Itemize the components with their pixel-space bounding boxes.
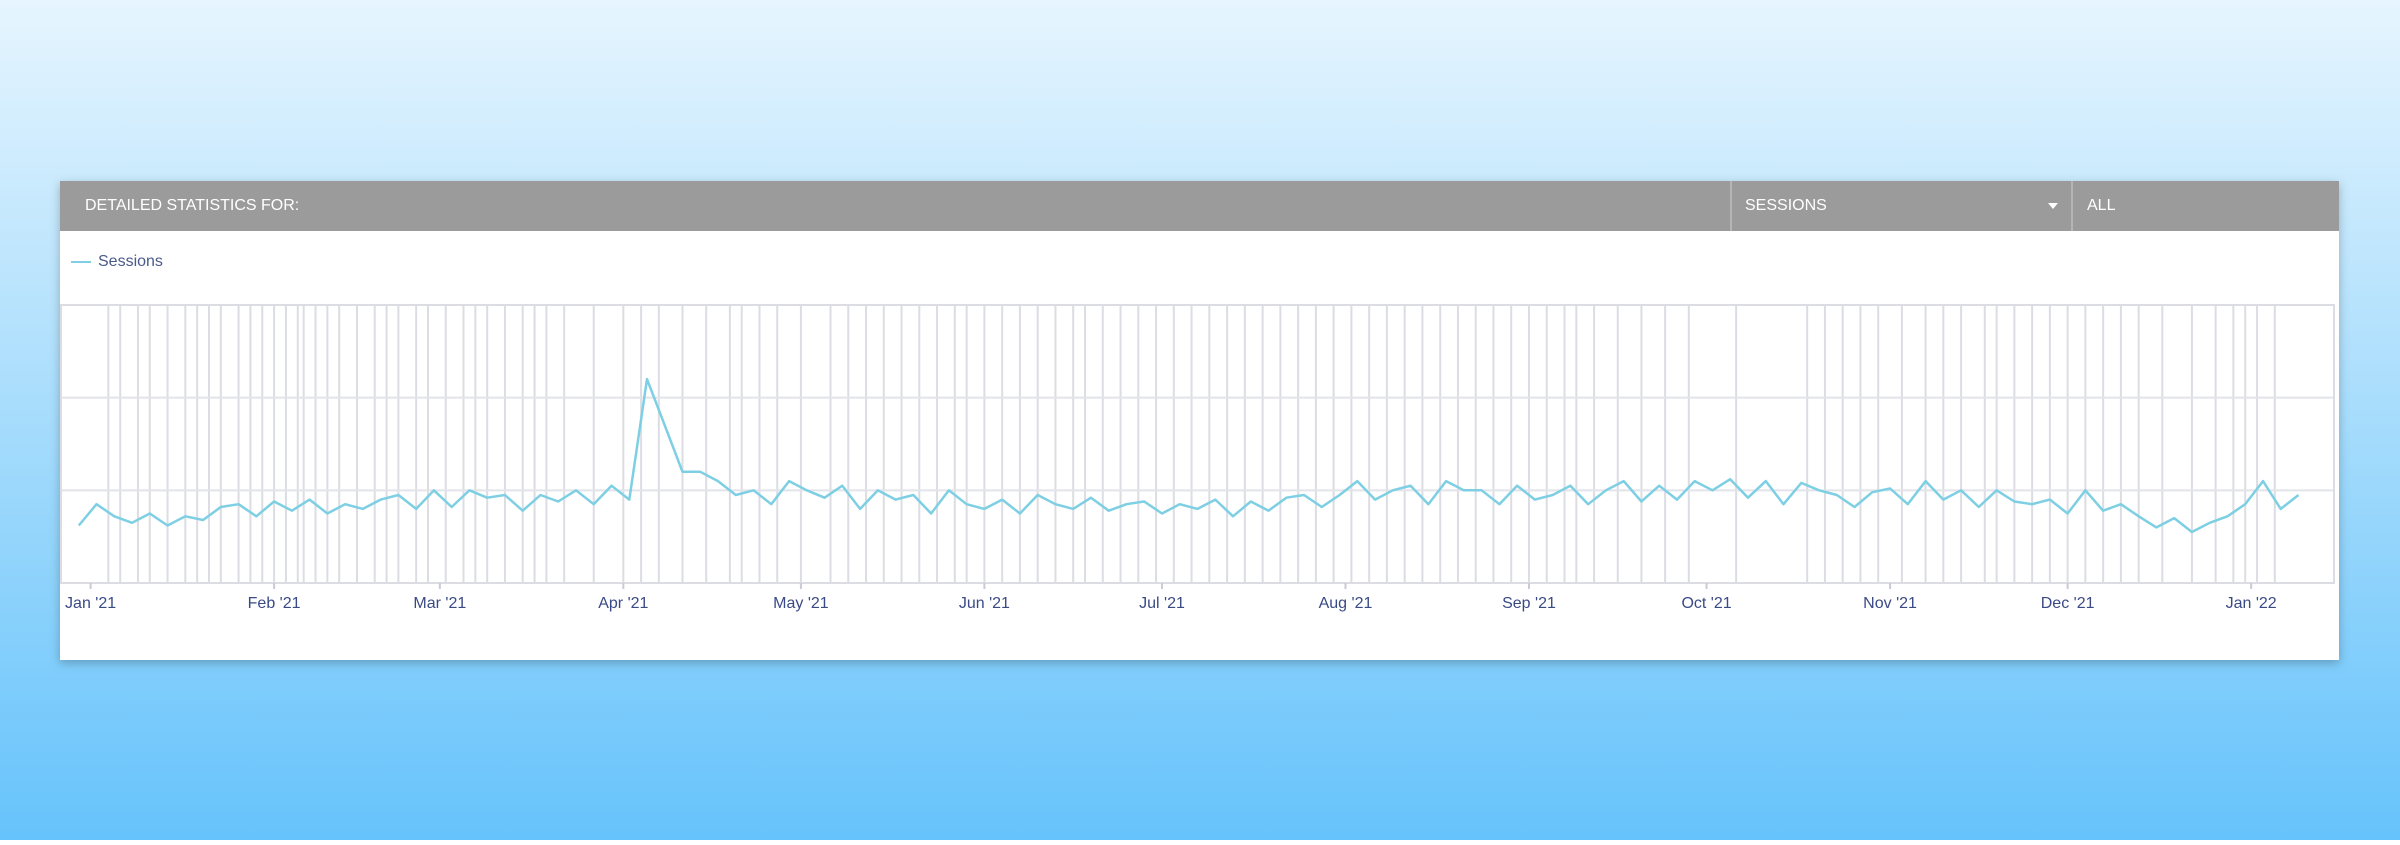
x-tick-label: Oct '21 [1681, 595, 1731, 612]
x-tick-label: Dec '21 [2041, 595, 2095, 612]
metric-dropdown[interactable]: SESSIONS [1745, 197, 2058, 214]
x-tick-label: May '21 [773, 595, 829, 612]
filter-label[interactable]: ALL [2087, 197, 2116, 214]
x-tick-label: Jun '21 [959, 595, 1010, 612]
x-tick-label: Sep '21 [1502, 595, 1556, 612]
x-tick-label: Nov '21 [1863, 595, 1917, 612]
x-tick-label: Feb '21 [248, 595, 301, 612]
caret[interactable] [2048, 203, 2058, 209]
x-tick-label: Apr '21 [598, 595, 648, 612]
x-tick-label: Jan '22 [2226, 595, 2277, 612]
series-line [77, 377, 2300, 534]
header-title: DETAILED STATISTICS FOR: [85, 197, 299, 214]
chart: Sessions Jan '21 Feb '21 Mar '21 Apr '21 May … [60, 253, 2335, 612]
x-tick-label: Jan '21 [65, 595, 116, 612]
card [60, 181, 2339, 660]
x-tick-label: Jul '21 [1139, 595, 1185, 612]
x-tick-label: Aug '21 [1319, 595, 1373, 612]
header-bar [60, 181, 2339, 231]
plot-border [60, 304, 2335, 584]
metric-label[interactable]: SESSIONS [1745, 197, 1827, 214]
legend-label: Sessions [98, 253, 163, 270]
x-tick-label: Mar '21 [413, 595, 466, 612]
